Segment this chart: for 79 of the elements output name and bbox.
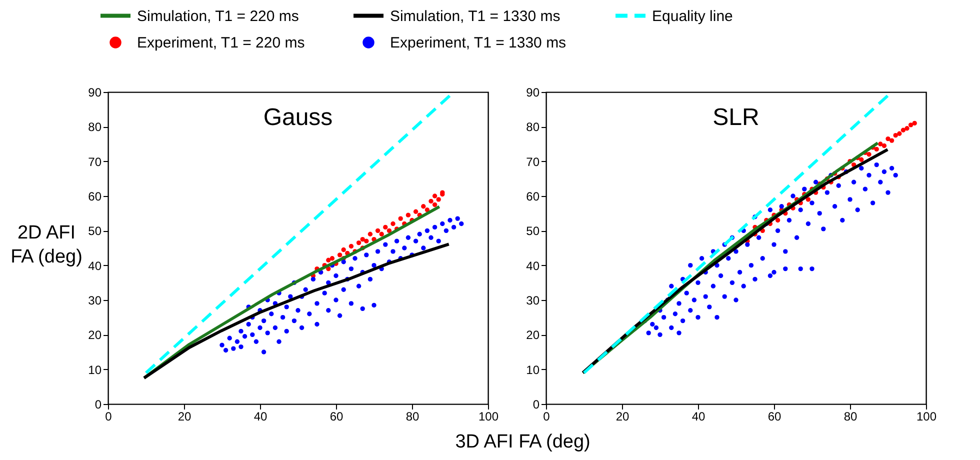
x-tick-label: 80 [844, 410, 858, 424]
legend-label: Equality line [652, 8, 733, 25]
y-tick-label: 60 [526, 190, 540, 204]
point [904, 126, 910, 131]
point [912, 120, 917, 126]
y-tick-label: 40 [88, 258, 102, 273]
x-tick-label: 60 [330, 410, 344, 424]
point [432, 202, 438, 208]
y-tick-label: 30 [88, 294, 102, 308]
point [390, 221, 396, 226]
x-tick-label: 20 [616, 410, 630, 424]
point [330, 256, 335, 261]
point [413, 209, 418, 214]
point [386, 228, 392, 234]
y-tick-label: 20 [526, 328, 540, 342]
legend-label: Experiment, T1 = 220 ms [137, 34, 305, 52]
point [859, 157, 864, 162]
point [398, 216, 403, 221]
y-tick-label: 0 [94, 398, 102, 412]
line-series [142, 242, 450, 380]
point [406, 212, 411, 218]
point [893, 132, 898, 138]
point [356, 240, 362, 246]
point [866, 152, 872, 157]
point [908, 122, 914, 128]
x-tick-label: 0 [543, 410, 550, 424]
y-tick-label: 10 [88, 362, 102, 377]
x-tick-label: 100 [916, 410, 937, 424]
x-tick-label: 80 [406, 410, 420, 424]
point [383, 224, 388, 230]
y-tick-label: 80 [88, 120, 102, 134]
point [364, 238, 369, 244]
point [878, 142, 883, 146]
point [897, 131, 902, 136]
point [886, 136, 890, 142]
y-tick-label: 40 [526, 258, 540, 273]
point [436, 197, 441, 202]
x-tick-label: 40 [692, 410, 706, 424]
x-tick-label: 100 [478, 410, 499, 424]
x-axis-title: 3D AFI FA (deg) [455, 432, 590, 453]
point [421, 204, 426, 209]
point [889, 138, 894, 143]
y-tick-label: 20 [88, 328, 102, 342]
point [326, 258, 331, 262]
point [379, 232, 384, 236]
y-tick-label: 70 [88, 154, 102, 169]
legend-label: Simulation, T1 = 220 ms [137, 8, 299, 25]
x-tick-label: 60 [768, 410, 782, 424]
point [874, 146, 879, 152]
y-tick-label: 0 [532, 398, 540, 412]
text: SLR [712, 104, 760, 131]
point [806, 197, 811, 202]
point [348, 244, 354, 249]
point [337, 252, 342, 258]
point [432, 194, 438, 198]
y-tick-label: 70 [526, 154, 540, 169]
y-axis-title: 2D AFI FA (deg) [10, 222, 82, 268]
y-tick-label: 10 [526, 362, 540, 377]
x-tick-label: 20 [178, 410, 192, 424]
point [375, 228, 380, 234]
x-tick-label: 40 [254, 410, 268, 424]
y-tick-label: 80 [526, 120, 540, 134]
y-tick-label: 90 [526, 86, 540, 100]
point [900, 128, 906, 132]
y-tick-label: 90 [88, 86, 102, 100]
legend-label: Experiment, T1 = 1330 ms [390, 34, 566, 52]
text: Gauss [263, 104, 333, 131]
point [882, 143, 887, 148]
legend-label: Simulation, T1 = 1330 ms [390, 8, 560, 25]
y-tick-label: 50 [88, 224, 102, 238]
y-tick-label: 50 [526, 224, 540, 238]
y-tick-label: 30 [526, 294, 540, 308]
point [428, 198, 434, 204]
point [360, 236, 365, 242]
point [368, 232, 373, 236]
y-tick-label: 60 [88, 190, 102, 204]
x-tick-label: 0 [105, 410, 112, 424]
point [341, 247, 346, 252]
point [775, 218, 780, 223]
